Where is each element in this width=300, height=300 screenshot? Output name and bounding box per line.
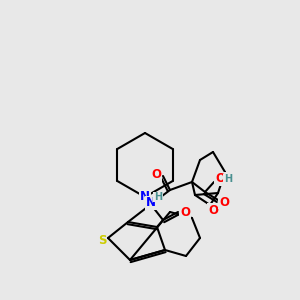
Text: S: S — [98, 235, 106, 248]
Text: N: N — [146, 196, 156, 209]
Text: N: N — [140, 190, 150, 203]
Text: H: H — [154, 192, 162, 202]
Text: O: O — [180, 206, 190, 218]
Text: O: O — [151, 169, 161, 182]
Text: H: H — [224, 174, 232, 184]
Text: O: O — [215, 172, 225, 185]
Text: O: O — [208, 203, 218, 217]
Text: O: O — [219, 196, 229, 208]
